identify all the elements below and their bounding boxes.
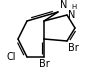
Text: H: H [71,4,76,10]
Text: Br: Br [39,59,49,69]
Text: Br: Br [68,43,79,53]
Text: Cl: Cl [6,52,16,62]
Text: N: N [68,10,75,20]
Text: N: N [60,0,67,10]
